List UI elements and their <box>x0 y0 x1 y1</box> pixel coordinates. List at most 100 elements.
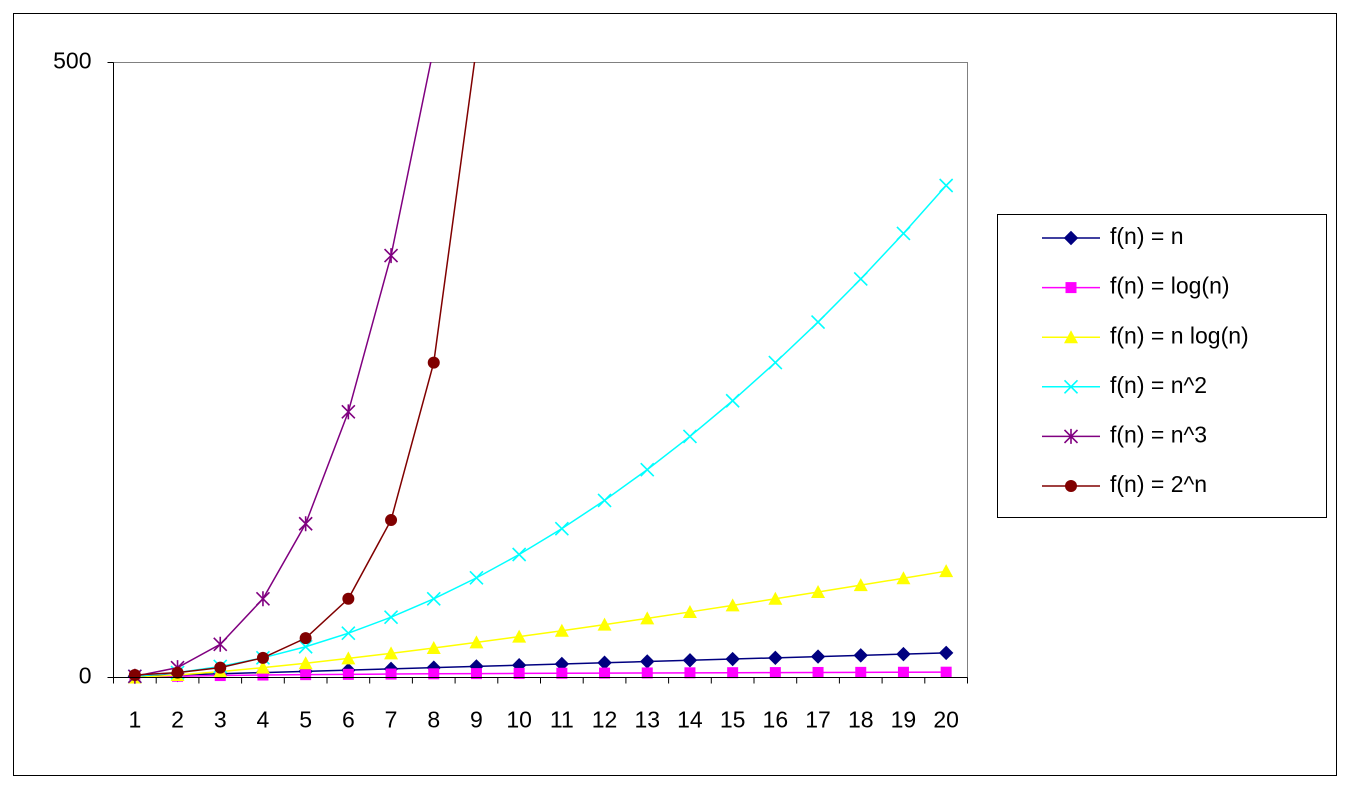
series-line <box>134 671 947 679</box>
series-layer <box>127 62 954 684</box>
marker <box>554 623 569 637</box>
series-line <box>134 62 476 676</box>
marker <box>940 666 952 678</box>
marker <box>640 462 655 477</box>
marker <box>128 669 141 682</box>
marker <box>939 564 954 578</box>
legend-label: f(n) = n log(n) <box>1110 322 1249 348</box>
marker <box>725 598 740 612</box>
x-tick-label: 10 <box>506 707 532 733</box>
marker <box>1063 428 1079 444</box>
marker <box>299 632 312 645</box>
marker <box>725 651 740 667</box>
series-line <box>134 570 947 679</box>
legend-label: f(n) = n <box>1110 223 1184 249</box>
marker <box>255 591 271 607</box>
series-line <box>134 652 947 678</box>
marker <box>556 667 568 679</box>
x-tick-label: 20 <box>933 707 959 733</box>
legend-label: f(n) = n^3 <box>1110 421 1207 447</box>
marker <box>896 646 911 662</box>
marker <box>682 653 698 668</box>
marker <box>214 661 227 674</box>
series-line <box>134 62 432 678</box>
marker <box>853 271 868 287</box>
marker <box>512 629 527 643</box>
x-tick-label: 7 <box>385 707 398 733</box>
legend-label: f(n) = log(n) <box>1110 273 1230 299</box>
marker <box>810 314 826 330</box>
marker <box>682 429 698 444</box>
x-tick-label: 8 <box>427 707 440 733</box>
marker <box>769 667 781 679</box>
marker <box>470 668 482 680</box>
marker <box>597 493 612 508</box>
marker <box>768 591 783 605</box>
marker <box>428 668 440 680</box>
x-tick-label: 5 <box>299 707 312 733</box>
y-tick-label: 0 <box>79 663 92 689</box>
x-tick-label: 3 <box>214 707 227 733</box>
marker <box>768 355 783 370</box>
marker <box>383 248 399 264</box>
marker <box>641 667 653 679</box>
marker <box>599 667 611 679</box>
x-tick-label: 12 <box>592 707 618 733</box>
series-line <box>134 185 947 678</box>
marker <box>256 651 269 664</box>
marker <box>727 667 739 679</box>
marker <box>298 516 313 532</box>
x-tick-label: 2 <box>171 707 184 733</box>
x-tick-label: 6 <box>342 707 355 733</box>
marker <box>853 648 868 663</box>
marker <box>298 639 313 654</box>
x-tick-label: 16 <box>763 707 789 733</box>
marker <box>255 660 270 674</box>
marker <box>342 592 355 605</box>
x-tick-label: 11 <box>550 707 574 733</box>
marker <box>554 521 569 536</box>
marker <box>385 668 397 680</box>
marker <box>1064 330 1078 344</box>
legend-label: f(n) = n^2 <box>1110 372 1207 398</box>
marker <box>725 393 740 408</box>
marker <box>426 640 441 654</box>
y-tick-label: 500 <box>53 48 91 74</box>
marker <box>938 645 954 661</box>
marker <box>897 666 909 678</box>
marker <box>171 666 184 679</box>
x-tick-label: 14 <box>677 707 703 733</box>
x-tick-label: 1 <box>128 707 141 733</box>
x-tick-label: 15 <box>720 707 746 733</box>
marker <box>426 591 441 606</box>
marker <box>298 656 313 670</box>
x-tick-label: 13 <box>634 707 660 733</box>
x-tick-label: 9 <box>470 707 483 733</box>
marker <box>768 650 783 666</box>
marker <box>469 570 484 585</box>
marker <box>341 626 356 641</box>
marker <box>855 666 867 678</box>
marker <box>597 617 612 631</box>
marker <box>342 668 354 680</box>
legend <box>997 214 1327 518</box>
marker <box>812 666 824 678</box>
marker <box>257 669 269 681</box>
x-tick-label: 18 <box>848 707 874 733</box>
marker <box>682 604 697 618</box>
marker <box>385 514 398 527</box>
marker <box>640 611 655 625</box>
legend-label: f(n) = 2^n <box>1110 471 1207 497</box>
marker <box>853 578 868 592</box>
marker <box>469 635 484 649</box>
marker <box>1063 379 1079 394</box>
marker <box>383 610 399 625</box>
marker <box>341 651 356 665</box>
marker <box>341 404 356 420</box>
marker <box>1065 480 1077 492</box>
x-tick-label: 17 <box>805 707 831 733</box>
marker <box>427 356 440 369</box>
x-tick-label: 19 <box>891 707 917 733</box>
